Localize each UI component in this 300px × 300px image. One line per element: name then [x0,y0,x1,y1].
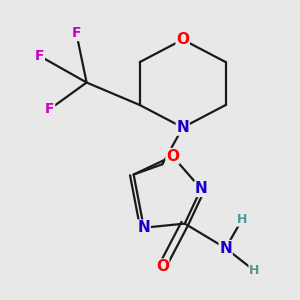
Text: F: F [35,49,44,63]
Text: N: N [195,182,208,196]
Text: F: F [72,26,81,40]
Text: O: O [156,259,169,274]
Text: O: O [176,32,189,47]
Text: H: H [249,264,260,277]
Text: O: O [166,148,179,164]
Text: N: N [219,241,232,256]
Text: F: F [45,102,55,116]
Text: H: H [237,213,247,226]
Text: N: N [176,120,189,135]
Text: N: N [137,220,150,235]
